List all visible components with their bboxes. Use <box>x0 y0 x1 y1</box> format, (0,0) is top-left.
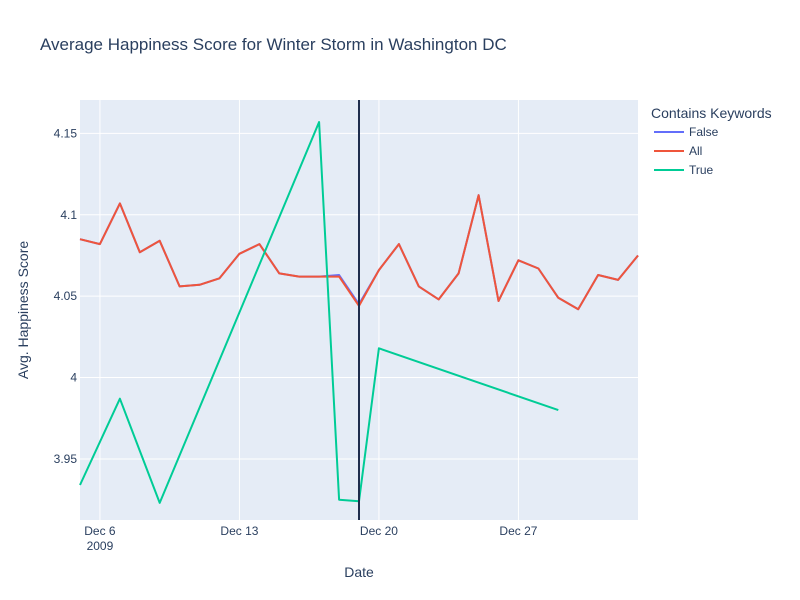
x-axis-title: Date <box>344 564 374 580</box>
y-tick-label: 4.05 <box>54 289 78 303</box>
chart-title: Average Happiness Score for Winter Storm… <box>40 35 507 54</box>
legend-label: True <box>689 163 714 177</box>
series-line-true <box>79 121 559 504</box>
x-tick-label: Dec 20 <box>360 524 398 538</box>
legend-label: All <box>689 144 702 158</box>
y-tick-label: 3.95 <box>54 452 78 466</box>
x-tick-label: Dec 6 <box>84 524 116 538</box>
legend-items: False All True <box>654 125 719 177</box>
y-tick-label: 4 <box>70 371 77 385</box>
y-tick-label: 4.15 <box>54 126 78 140</box>
x-tick-label: Dec 13 <box>220 524 258 538</box>
legend-label: False <box>689 125 719 139</box>
x-tick-year-label: 2009 <box>87 539 114 553</box>
y-axis-ticks: 3.95 4 4.05 4.1 4.15 <box>54 126 78 466</box>
legend: Contains Keywords False All True <box>651 105 772 177</box>
legend-title: Contains Keywords <box>651 105 772 121</box>
x-tick-label: Dec 27 <box>499 524 537 538</box>
y-tick-label: 4.1 <box>60 208 77 222</box>
y-axis-title: Avg. Happiness Score <box>15 241 31 379</box>
